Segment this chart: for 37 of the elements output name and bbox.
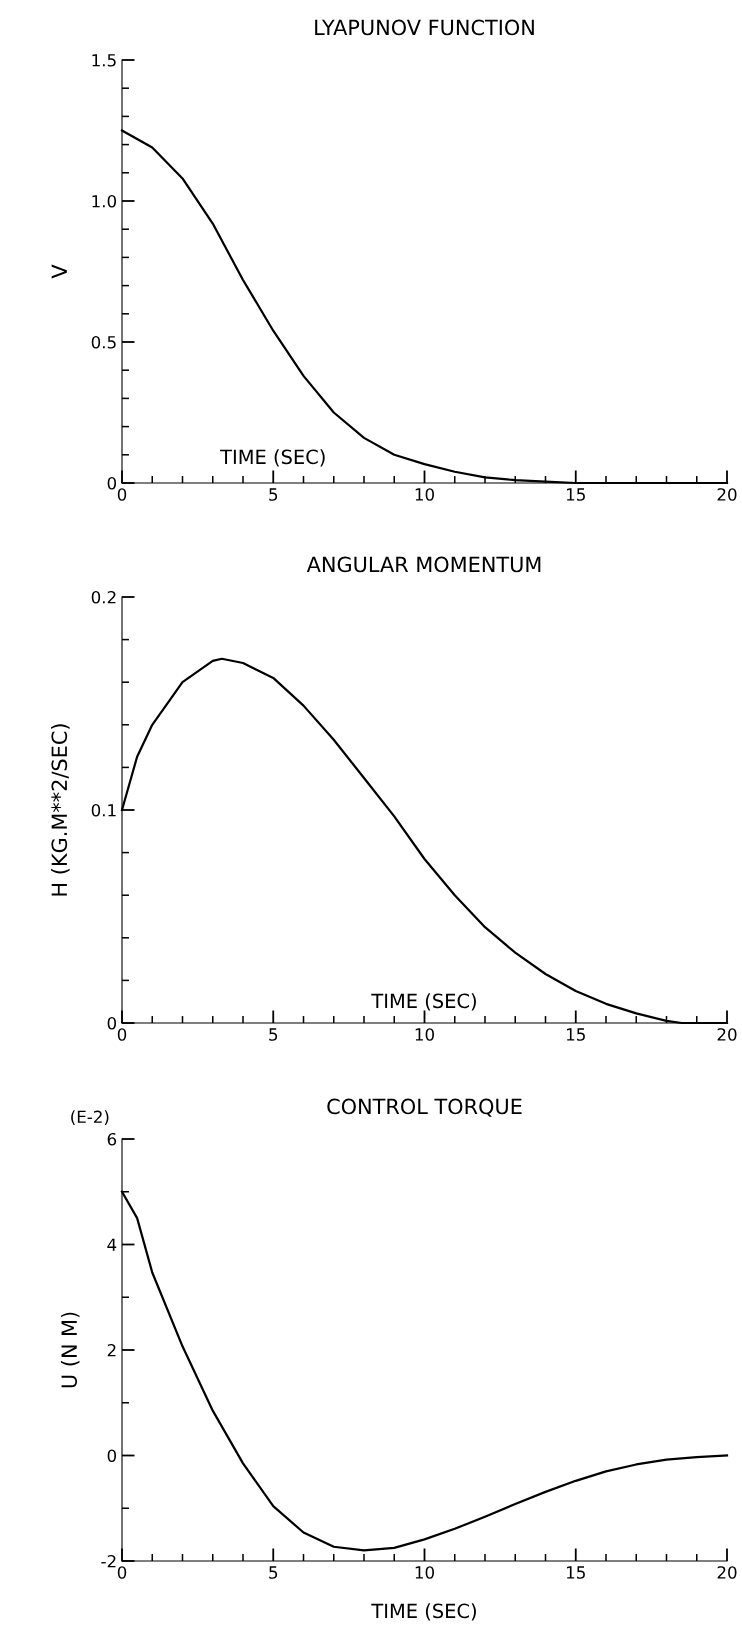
x-tick-label: 20 xyxy=(717,488,737,501)
chart-title: LYAPUNOV FUNCTION xyxy=(315,19,534,36)
x-tick-label: 15 xyxy=(566,488,585,501)
y-tick-label: 0 xyxy=(107,476,117,490)
x-tick-label: 0 xyxy=(117,1566,127,1579)
x-tick-label: 5 xyxy=(269,1028,278,1041)
x-tick-label: 20 xyxy=(717,1566,737,1579)
x-tick-label: 15 xyxy=(566,1028,585,1041)
y-tick-label: 6 xyxy=(107,1132,117,1146)
x-axis-title: TIME (SEC) xyxy=(371,1603,476,1621)
y-tick-label: 1.0 xyxy=(92,194,117,208)
y-tick-label: 0 xyxy=(107,1016,117,1030)
y-tick-label: 4 xyxy=(107,1238,117,1251)
y-tick-label: 1.5 xyxy=(92,54,116,67)
x-tick-label: 10 xyxy=(415,1566,434,1579)
y-tick-label: 2 xyxy=(107,1343,116,1357)
chart-title: ANGULAR MOMENTUM xyxy=(306,556,541,573)
x-tick-label: 5 xyxy=(269,488,278,501)
y-tick-label: 0 xyxy=(107,1449,117,1463)
x-tick-label: 5 xyxy=(269,1566,278,1579)
text: (E-2) xyxy=(71,1110,109,1126)
x-tick-label: 15 xyxy=(566,1566,585,1579)
x-tick-label: 0 xyxy=(117,488,127,501)
y-tick-label: -2 xyxy=(101,1554,116,1568)
y-tick-label: 0.1 xyxy=(91,803,116,817)
y-tick-label: 0.2 xyxy=(91,590,116,604)
x-axis-title: TIME (SEC) xyxy=(220,449,325,467)
y-axis-title: V xyxy=(51,264,67,279)
y-axis-title: H (KG.M**2/SEC) xyxy=(51,724,70,896)
x-tick-label: 10 xyxy=(415,1028,434,1041)
y-tick-label: 0.5 xyxy=(91,335,116,349)
x-tick-label: 10 xyxy=(415,488,434,501)
x-tick-label: 0 xyxy=(117,1028,127,1041)
x-axis-title: TIME (SEC) xyxy=(371,993,476,1011)
x-tick-label: 20 xyxy=(717,1028,737,1041)
chart-title: CONTROL TORQUE xyxy=(327,1098,522,1117)
y-axis-title: U (N M) xyxy=(60,1312,80,1388)
